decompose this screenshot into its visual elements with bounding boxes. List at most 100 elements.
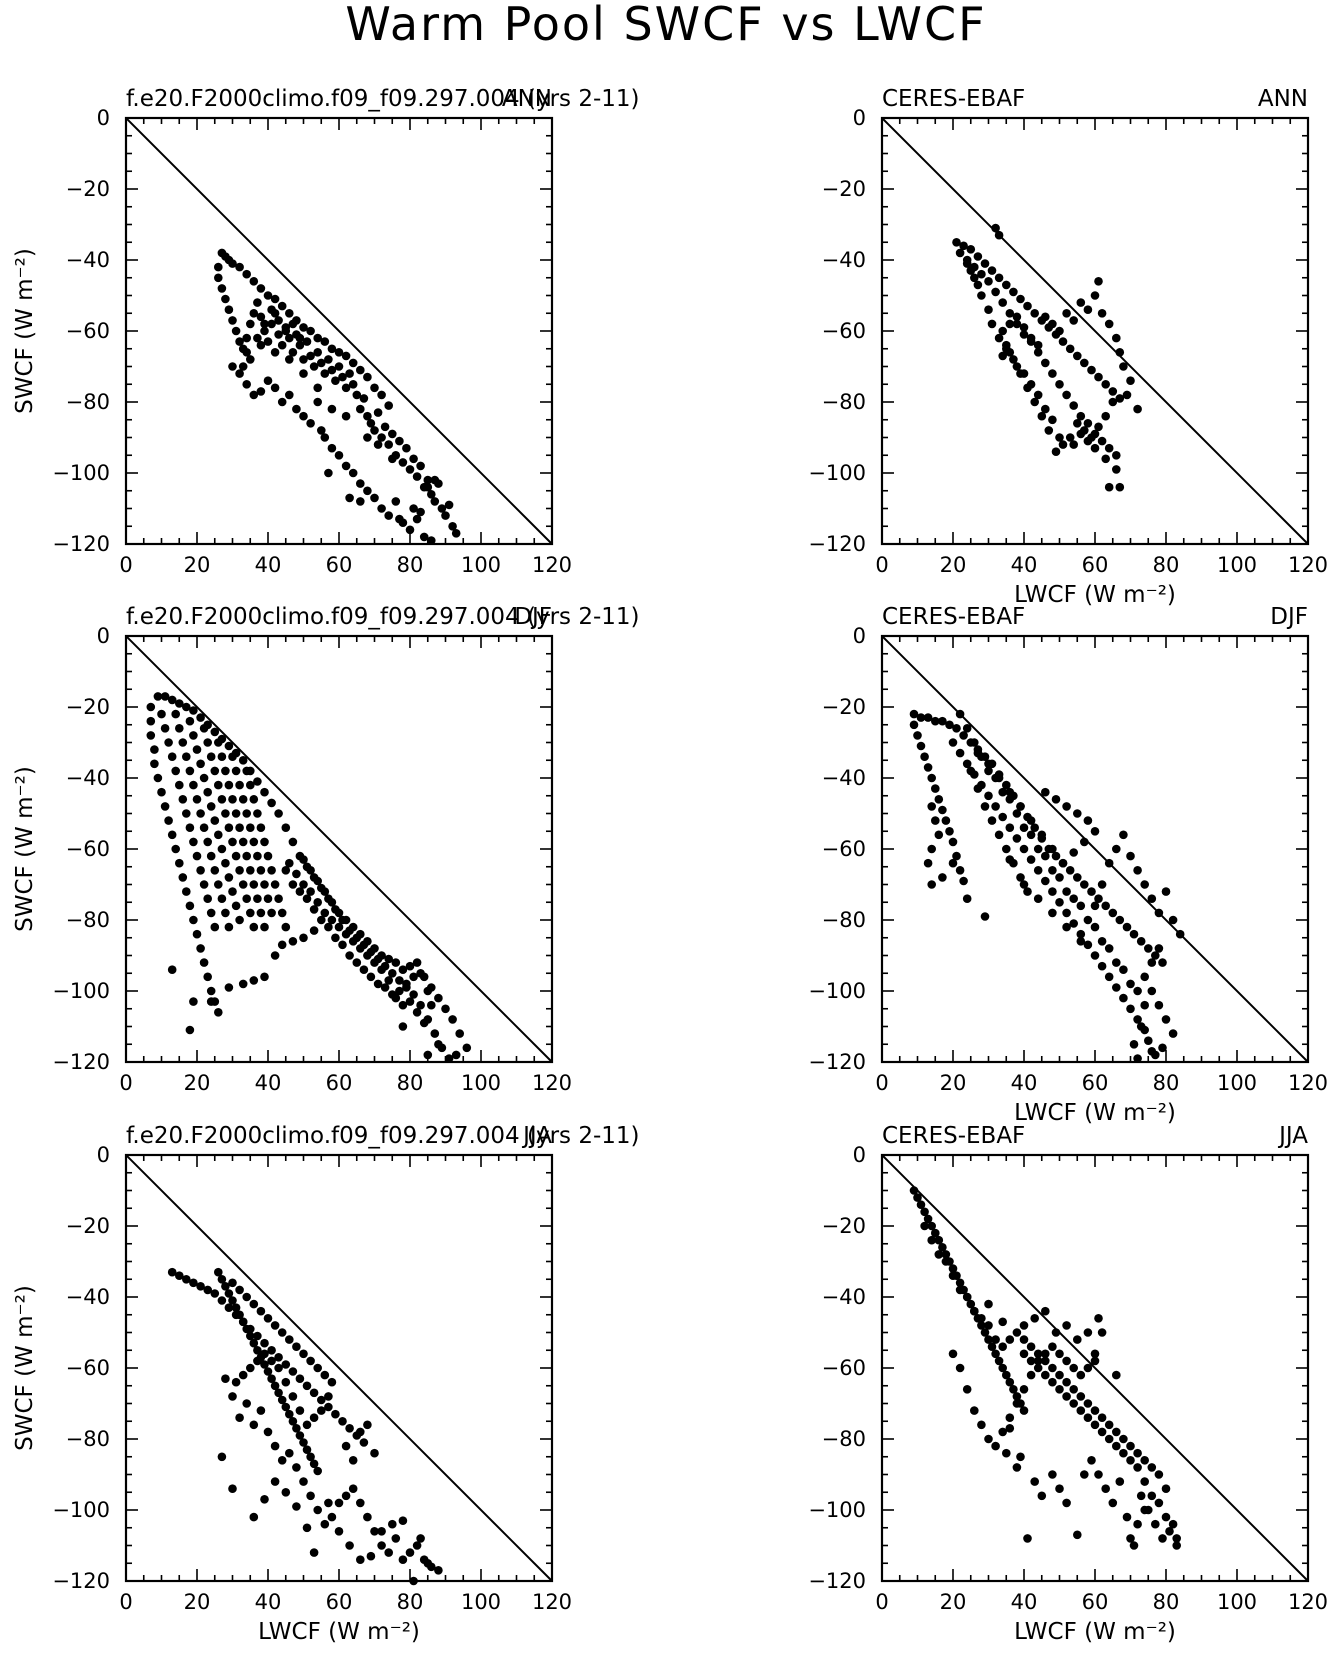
data-point [1012, 834, 1022, 843]
data-point [331, 1409, 340, 1419]
data-point [938, 805, 947, 815]
data-point [1144, 1036, 1153, 1045]
data-point [973, 280, 983, 290]
data-point [955, 1285, 965, 1295]
data-point [299, 355, 308, 364]
data-point [285, 858, 294, 868]
data-point [224, 305, 234, 315]
x-tick-label: 120 [532, 553, 572, 577]
data-point [419, 532, 429, 542]
data-point [938, 1243, 947, 1252]
data-point [962, 1385, 972, 1394]
data-point [359, 965, 369, 974]
data-point [1076, 901, 1086, 911]
data-point [945, 720, 954, 730]
data-point [1062, 390, 1071, 400]
data-point [1005, 309, 1015, 318]
data-point [267, 305, 276, 315]
data-point [398, 1516, 408, 1525]
data-point [927, 844, 936, 854]
data-point [423, 475, 433, 485]
data-point [1104, 1434, 1114, 1444]
data-point [320, 1519, 330, 1529]
data-point [1055, 433, 1064, 442]
data-point [1055, 326, 1064, 336]
data-point [391, 1534, 401, 1543]
data-point [309, 926, 319, 935]
data-point [1055, 1385, 1064, 1394]
data-point [409, 990, 418, 999]
x-tick-label: 80 [1153, 1590, 1180, 1614]
data-point [1154, 1498, 1164, 1508]
data-point [217, 844, 227, 854]
data-point [1012, 1392, 1022, 1401]
data-point [182, 887, 191, 896]
data-point [277, 940, 287, 950]
data-point [224, 1289, 234, 1298]
data-point [185, 823, 195, 832]
data-point [1062, 922, 1071, 932]
data-point [345, 369, 354, 378]
data-point [189, 731, 198, 740]
data-points [952, 223, 1142, 492]
panel-title-left: f.e20.F2000climo.f09_f09.297.004 (yrs 2-… [126, 604, 640, 630]
y-tick-label: −120 [808, 1569, 866, 1593]
data-point [970, 273, 979, 283]
data-point [1115, 394, 1125, 403]
data-point [334, 362, 344, 371]
data-point [1126, 1534, 1135, 1543]
data-point [938, 716, 947, 726]
data-point [356, 1427, 365, 1437]
data-point [210, 922, 220, 932]
data-point [1055, 1484, 1064, 1493]
data-point [235, 1285, 244, 1295]
data-point [962, 894, 972, 903]
x-tick-label: 120 [1288, 1071, 1328, 1095]
data-point [1030, 1314, 1039, 1323]
data-point [1076, 929, 1086, 939]
data-point [281, 866, 291, 875]
data-point [285, 309, 294, 318]
data-point [927, 1235, 936, 1245]
y-tick-label: −80 [66, 390, 110, 414]
data-point [984, 1299, 993, 1309]
data-point [320, 433, 330, 442]
data-point [157, 709, 166, 719]
data-point [249, 1299, 259, 1309]
data-point [1094, 1314, 1103, 1323]
data-point [405, 997, 415, 1006]
data-point [1129, 1040, 1139, 1049]
data-point [1016, 873, 1025, 882]
data-point [246, 355, 255, 364]
y-tick-label: −100 [808, 461, 866, 485]
data-point [405, 961, 415, 971]
data-point [238, 979, 248, 989]
panel-title-left: f.e20.F2000climo.f09_f09.297.004 (yrs 2-… [126, 86, 640, 112]
data-points [214, 248, 461, 545]
data-point [370, 1527, 379, 1536]
data-point [167, 1267, 177, 1277]
data-point [1108, 387, 1118, 396]
data-point [1026, 380, 1036, 389]
data-point [1073, 809, 1082, 818]
y-tick-label: −120 [52, 532, 110, 556]
data-point [941, 1250, 951, 1259]
data-point [1026, 333, 1036, 343]
data-point [1041, 1349, 1050, 1359]
data-point [416, 1000, 425, 1010]
data-point [217, 284, 227, 293]
data-point [384, 511, 394, 520]
data-point [288, 837, 298, 847]
data-point [274, 809, 283, 818]
data-point [1080, 880, 1089, 889]
data-point [348, 380, 358, 389]
data-point [923, 858, 933, 868]
data-point [1005, 795, 1015, 804]
data-point [235, 1413, 244, 1422]
data-point [324, 468, 333, 478]
data-point [412, 1541, 422, 1550]
data-point [451, 529, 461, 538]
data-point [356, 365, 365, 375]
data-point [423, 482, 433, 492]
data-point [1002, 780, 1011, 790]
